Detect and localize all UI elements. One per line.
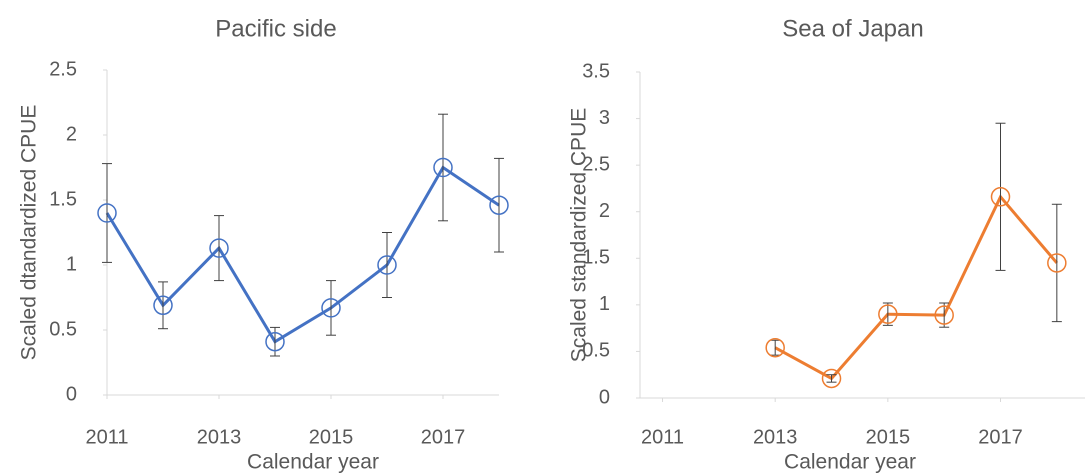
y-tick-label: 1 — [66, 253, 77, 275]
marker — [878, 304, 898, 324]
y-tick-label: 2 — [66, 123, 77, 145]
x-axis-title: Calendar year — [247, 451, 379, 474]
y-tick-label: 0 — [66, 383, 77, 405]
marker — [1047, 253, 1067, 273]
y-tick-label: 3 — [599, 107, 610, 129]
x-tick-label: 2011 — [85, 426, 128, 448]
y-axis-title: Scaled dtandardized CPUE — [18, 105, 41, 361]
x-axis-title: Calendar year — [784, 451, 916, 474]
x-tick-label: 2015 — [309, 426, 354, 448]
chart-title: Sea of Japan — [782, 15, 923, 42]
y-tick-label: 1.5 — [49, 188, 77, 210]
data-line — [774, 194, 1058, 381]
marker — [433, 157, 453, 178]
data-line — [105, 165, 500, 344]
marker — [934, 305, 954, 325]
y-axis-title: Scaled standardized CPUE — [568, 108, 591, 362]
marker — [765, 337, 785, 358]
marker — [990, 187, 1011, 207]
x-tick-label: 2013 — [753, 426, 798, 448]
x-tick-label: 2011 — [641, 426, 684, 448]
marker — [321, 298, 341, 318]
marker — [97, 203, 117, 223]
x-tick-label: 2013 — [197, 426, 242, 448]
y-tick-label: 0.5 — [582, 340, 610, 362]
y-tick-label: 2.5 — [582, 153, 610, 175]
chart-title: Pacific side — [215, 15, 336, 42]
y-tick-label: 1 — [599, 293, 610, 315]
marker — [265, 331, 285, 352]
y-tick-label: 2.5 — [49, 58, 77, 80]
y-tick-label: 2 — [599, 200, 610, 222]
x-tick-label: 2017 — [978, 426, 1023, 448]
marker — [377, 255, 397, 275]
y-tick-label: 0 — [599, 386, 610, 408]
marker — [489, 195, 509, 215]
marker — [821, 368, 842, 389]
y-tick-label: 0.5 — [49, 318, 77, 340]
x-tick-label: 2017 — [421, 426, 466, 448]
y-tick-label: 1.5 — [582, 247, 610, 269]
x-tick-label: 2015 — [866, 426, 911, 448]
marker — [153, 295, 173, 316]
y-tick-label: 3.5 — [582, 60, 610, 82]
marker — [209, 238, 229, 258]
